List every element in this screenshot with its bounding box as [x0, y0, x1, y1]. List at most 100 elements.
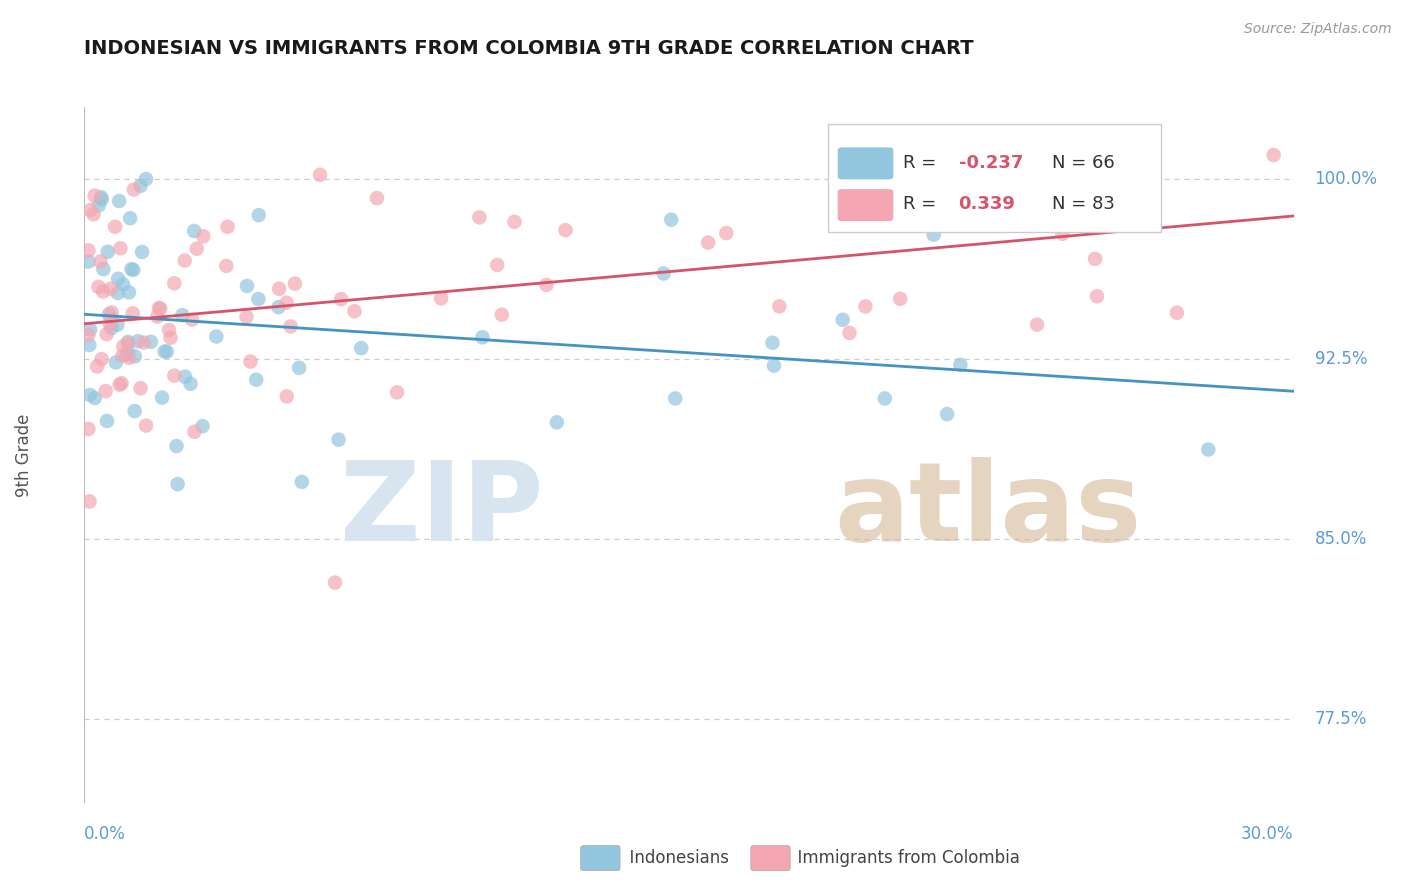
Text: R =: R = [903, 195, 942, 213]
Text: 9th Grade: 9th Grade [15, 413, 32, 497]
Point [107, 318, 129, 332]
Point [115, 347, 138, 361]
Point [896, 203, 918, 218]
Point [82, 207, 104, 221]
Point [174, 369, 197, 384]
Point [110, 241, 132, 255]
FancyBboxPatch shape [828, 124, 1160, 232]
Point [110, 376, 132, 391]
Text: N = 66: N = 66 [1052, 153, 1115, 171]
Point [280, 319, 302, 334]
Text: Source: ZipAtlas.com: Source: ZipAtlas.com [1244, 22, 1392, 37]
Point [922, 227, 945, 242]
Point [366, 191, 388, 205]
Point [468, 211, 491, 225]
Point [93, 262, 115, 277]
Point [889, 198, 911, 212]
Text: atlas: atlas [834, 457, 1142, 564]
Point [118, 351, 141, 365]
Point [98, 318, 121, 332]
Point [1115, 178, 1137, 193]
Point [350, 341, 373, 355]
Point [132, 335, 155, 350]
Point [838, 326, 860, 340]
Point [100, 310, 122, 325]
Point [852, 203, 875, 218]
Point [159, 331, 181, 345]
Point [546, 416, 568, 430]
Text: INDONESIAN VS IMMIGRANTS FROM COLOMBIA 9TH GRADE CORRELATION CHART: INDONESIAN VS IMMIGRANTS FROM COLOMBIA 9… [84, 39, 974, 58]
Point [77, 244, 100, 258]
Point [762, 359, 785, 373]
Point [247, 208, 270, 222]
Point [131, 245, 153, 260]
Point [330, 292, 353, 306]
Point [172, 308, 194, 322]
Point [245, 373, 267, 387]
Text: 0.0%: 0.0% [84, 825, 127, 843]
Point [146, 310, 169, 324]
Point [276, 295, 298, 310]
Point [118, 285, 141, 300]
Point [135, 172, 157, 186]
Point [183, 425, 205, 439]
Point [122, 263, 145, 277]
Point [90, 352, 112, 367]
Point [503, 215, 526, 229]
Point [83, 188, 105, 202]
Point [83, 391, 105, 405]
Text: 30.0%: 30.0% [1241, 825, 1294, 843]
Point [111, 277, 134, 292]
Point [111, 348, 134, 362]
Point [166, 477, 188, 491]
Point [86, 359, 108, 374]
Point [127, 334, 149, 348]
Point [183, 224, 205, 238]
Point [120, 262, 142, 277]
Text: -0.237: -0.237 [959, 153, 1024, 171]
Point [112, 339, 135, 353]
Point [122, 183, 145, 197]
Point [309, 168, 332, 182]
Point [100, 282, 122, 296]
Point [1095, 158, 1118, 172]
Point [269, 282, 291, 296]
Point [235, 310, 257, 324]
Point [124, 349, 146, 363]
Point [1197, 442, 1219, 457]
Point [205, 329, 228, 343]
Point [153, 344, 176, 359]
Text: 100.0%: 100.0% [1315, 170, 1378, 188]
Point [104, 355, 127, 369]
Point [385, 385, 408, 400]
Point [1166, 306, 1188, 320]
Point [79, 494, 101, 508]
Point [107, 272, 129, 286]
Point [135, 418, 157, 433]
Point [149, 301, 172, 316]
Point [193, 229, 215, 244]
Point [831, 312, 853, 326]
Point [117, 334, 139, 349]
Point [716, 226, 738, 240]
Point [659, 212, 682, 227]
Point [768, 299, 790, 313]
Point [652, 267, 675, 281]
Point [117, 336, 139, 351]
Point [873, 392, 896, 406]
Text: 0.339: 0.339 [959, 195, 1015, 213]
Point [107, 286, 129, 301]
Point [186, 242, 208, 256]
Point [1085, 289, 1108, 303]
Point [697, 235, 720, 250]
Point [239, 354, 262, 368]
Point [79, 203, 101, 218]
Point [163, 277, 186, 291]
Point [77, 327, 100, 342]
Point [936, 407, 959, 421]
Point [90, 190, 112, 204]
Point [323, 575, 346, 590]
Point [328, 433, 350, 447]
Point [79, 338, 101, 352]
Text: N = 83: N = 83 [1052, 195, 1115, 213]
